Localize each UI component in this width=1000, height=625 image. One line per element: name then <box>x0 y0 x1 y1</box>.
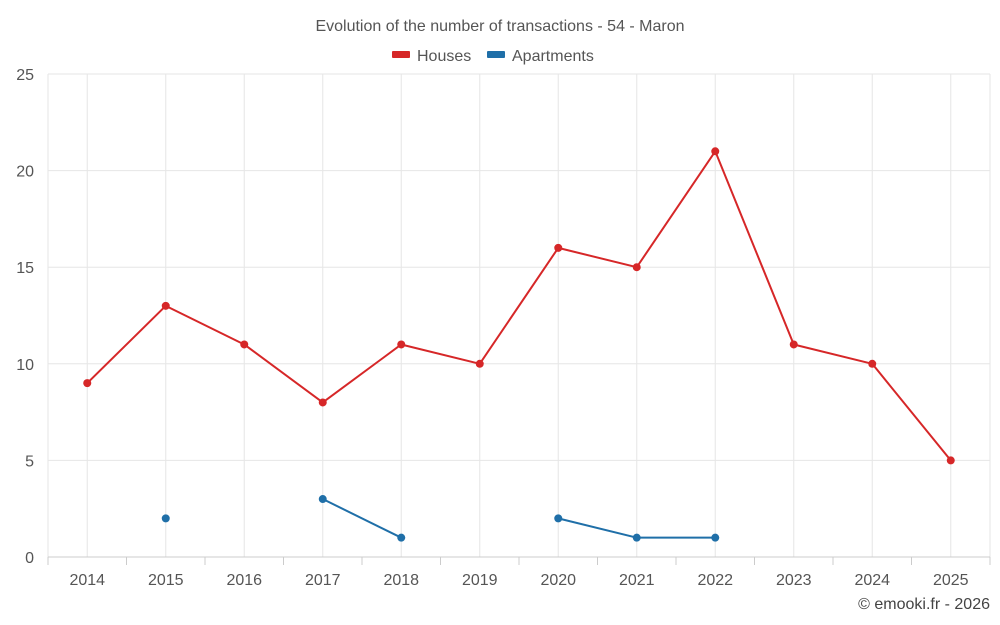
legend: Houses Apartments <box>392 48 594 65</box>
y-tick-label: 20 <box>16 164 34 181</box>
data-point-apartments[interactable] <box>711 533 720 542</box>
legend-label-apartments: Apartments <box>512 48 594 65</box>
legend-item-houses[interactable]: Houses <box>392 48 471 65</box>
series-line-apartments <box>322 498 402 539</box>
data-point-apartments[interactable] <box>318 495 327 504</box>
series-apartments <box>161 495 720 542</box>
y-tick-label: 15 <box>16 260 34 277</box>
legend-label-houses: Houses <box>417 48 471 65</box>
x-tick-label: 2014 <box>69 572 105 589</box>
data-point-apartments[interactable] <box>632 533 641 542</box>
x-tick-label: 2018 <box>383 572 419 589</box>
data-point-houses[interactable] <box>240 340 249 349</box>
grid <box>47 73 991 565</box>
x-tick-label: 2025 <box>933 572 969 589</box>
data-point-houses[interactable] <box>868 359 877 368</box>
x-tick-label: 2023 <box>776 572 812 589</box>
series-houses <box>83 147 955 465</box>
y-tick-label: 10 <box>16 357 34 374</box>
data-point-houses[interactable] <box>475 359 484 368</box>
credit-text: © emooki.fr - 2026 <box>858 596 990 613</box>
data-point-houses[interactable] <box>397 340 406 349</box>
x-tick-label: 2016 <box>226 572 262 589</box>
x-tick-label: 2017 <box>305 572 341 589</box>
y-axis-ticks: 0 5 10 15 20 25 <box>16 67 34 567</box>
x-tick-label: 2020 <box>540 572 576 589</box>
x-tick-label: 2022 <box>697 572 733 589</box>
data-point-houses[interactable] <box>632 263 641 272</box>
legend-item-apartments[interactable]: Apartments <box>487 48 594 65</box>
y-tick-label: 25 <box>16 67 34 84</box>
data-point-houses[interactable] <box>946 456 955 465</box>
data-point-houses[interactable] <box>161 301 170 310</box>
data-point-houses[interactable] <box>789 340 798 349</box>
data-point-houses[interactable] <box>318 398 327 407</box>
legend-swatch-houses <box>392 51 410 58</box>
x-tick-label: 2021 <box>619 572 655 589</box>
data-point-apartments[interactable] <box>161 514 170 523</box>
data-point-houses[interactable] <box>83 379 92 388</box>
x-tick-label: 2015 <box>148 572 184 589</box>
x-axis-ticks: 2014 2015 2016 2017 2018 2019 2020 2021 2022 2023… <box>69 572 968 589</box>
data-point-houses[interactable] <box>554 243 563 252</box>
data-point-apartments[interactable] <box>554 514 563 523</box>
data-point-houses[interactable] <box>711 147 720 156</box>
y-tick-label: 0 <box>25 550 34 567</box>
x-tick-label: 2024 <box>854 572 890 589</box>
chart-title: Evolution of the number of transactions … <box>315 18 684 35</box>
series-line-houses <box>86 150 952 462</box>
data-point-apartments[interactable] <box>397 533 406 542</box>
x-tick-label: 2019 <box>462 572 498 589</box>
series-layer <box>83 147 955 542</box>
legend-swatch-apartments <box>487 51 505 58</box>
y-tick-label: 5 <box>25 453 34 470</box>
